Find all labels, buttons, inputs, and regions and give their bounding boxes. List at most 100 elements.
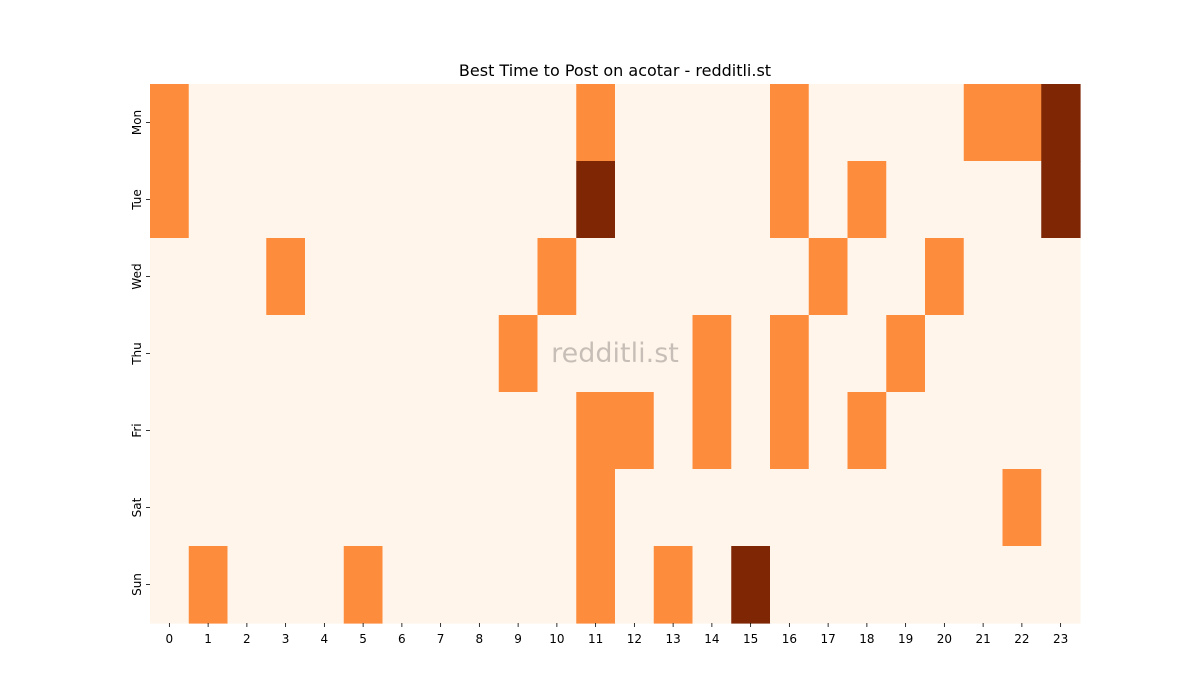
x-tick-label: 21 (975, 632, 990, 646)
heatmap-cell-wed-14 (692, 238, 732, 316)
heatmap-cell-mon-10 (537, 84, 577, 162)
x-tick-label: 6 (398, 632, 406, 646)
heatmap-cell-fri-7 (421, 392, 461, 470)
heatmap-cell-sat-23 (1041, 469, 1081, 547)
heatmap-cell-wed-6 (382, 238, 422, 316)
watermark-text: redditli.st (551, 338, 679, 369)
x-tick-label: 12 (627, 632, 642, 646)
heatmap-cell-thu-20 (925, 315, 965, 393)
heatmap-cell-mon-1 (188, 84, 229, 162)
heatmap-cell-mon-14 (692, 84, 732, 162)
x-tick-label: 10 (549, 632, 564, 646)
heatmap-cell-thu-11 (576, 315, 616, 393)
heatmap-cell-mon-12 (615, 84, 655, 162)
heatmap-cell-tue-4 (305, 161, 345, 239)
heatmap-cell-thu-18 (847, 315, 887, 393)
heatmap-cell-fri-22 (1002, 392, 1042, 470)
heatmap-cell-mon-20 (925, 84, 965, 162)
heatmap-cell-thu-23 (1041, 315, 1081, 393)
heatmap-cell-fri-9 (498, 392, 539, 470)
heatmap-cell-wed-3 (266, 238, 306, 316)
heatmap-cell-tue-14 (692, 161, 732, 239)
heatmap-cell-sun-13 (653, 546, 694, 624)
heatmap-cell-mon-23 (1041, 84, 1081, 162)
x-tick-label: 15 (743, 632, 758, 646)
heatmap-cell-mon-3 (266, 84, 306, 162)
heatmap-cell-thu-10 (537, 315, 577, 393)
heatmap-cell-thu-13 (653, 315, 694, 393)
heatmap-cell-mon-4 (305, 84, 345, 162)
heatmap-cell-sun-7 (421, 546, 461, 624)
heatmap-cell-mon-15 (731, 84, 771, 162)
x-tick-label: 4 (321, 632, 329, 646)
heatmap-cell-mon-8 (460, 84, 500, 162)
heatmap-cell-sat-9 (498, 469, 539, 547)
heatmap-cell-wed-19 (886, 238, 926, 316)
heatmap-cell-sat-4 (305, 469, 345, 547)
heatmap-cell-thu-7 (421, 315, 461, 393)
heatmap-cell-mon-22 (1002, 84, 1042, 162)
heatmap-cell-wed-2 (227, 238, 267, 316)
heatmap-cell-sat-13 (653, 469, 694, 547)
y-tick-label: Thu (130, 342, 144, 366)
heatmap-cell-mon-18 (847, 84, 887, 162)
heatmap-cell-tue-2 (227, 161, 267, 239)
heatmap-cell-sun-23 (1041, 546, 1081, 624)
heatmap-cell-wed-15 (731, 238, 771, 316)
heatmap-cell-wed-7 (421, 238, 461, 316)
heatmap-cell-sat-10 (537, 469, 577, 547)
heatmap-cell-sat-18 (847, 469, 887, 547)
heatmap-cell-wed-0 (150, 238, 190, 316)
heatmap-cell-mon-16 (770, 84, 810, 162)
heatmap-cell-fri-4 (305, 392, 345, 470)
heatmap-cell-tue-17 (808, 161, 849, 239)
heatmap-cell-fri-2 (227, 392, 267, 470)
heatmap-cell-fri-0 (150, 392, 190, 470)
heatmap-cell-mon-5 (343, 84, 384, 162)
y-tick-label: Fri (130, 423, 144, 437)
heatmap-cell-wed-10 (537, 238, 577, 316)
heatmap-cell-wed-5 (343, 238, 384, 316)
heatmap-cell-fri-3 (266, 392, 306, 470)
heatmap-cell-sat-3 (266, 469, 306, 547)
x-tick-label: 3 (282, 632, 290, 646)
heatmap-cell-sun-4 (305, 546, 345, 624)
heatmap-cell-fri-15 (731, 392, 771, 470)
heatmap-cell-thu-5 (343, 315, 384, 393)
x-tick-label: 1 (204, 632, 212, 646)
heatmap-cell-sun-0 (150, 546, 190, 624)
heatmap-cell-wed-1 (188, 238, 229, 316)
heatmap-cell-fri-6 (382, 392, 422, 470)
heatmap-cell-sun-2 (227, 546, 267, 624)
heatmap-cell-sun-8 (460, 546, 500, 624)
heatmap-cell-sat-16 (770, 469, 810, 547)
heatmap-cell-tue-19 (886, 161, 926, 239)
heatmap-cell-wed-17 (808, 238, 849, 316)
x-tick-label: 0 (166, 632, 174, 646)
heatmap-cell-sun-6 (382, 546, 422, 624)
heatmap-cell-thu-14 (692, 315, 732, 393)
heatmap-cell-sat-14 (692, 469, 732, 547)
x-tick-label: 7 (437, 632, 445, 646)
heatmap-cell-mon-13 (653, 84, 694, 162)
heatmap-cell-wed-23 (1041, 238, 1081, 316)
heatmap-cell-sat-1 (188, 469, 229, 547)
y-tick-label: Mon (130, 110, 144, 135)
heatmap-cell-sun-12 (615, 546, 655, 624)
heatmap-cell-sat-5 (343, 469, 384, 547)
x-tick-label: 19 (898, 632, 913, 646)
heatmap-cell-sat-7 (421, 469, 461, 547)
heatmap-cell-fri-18 (847, 392, 887, 470)
heatmap-cell-thu-19 (886, 315, 926, 393)
y-tick-label: Wed (130, 263, 144, 289)
heatmap-cell-thu-15 (731, 315, 771, 393)
heatmap-cell-fri-1 (188, 392, 229, 470)
x-tick-label: 17 (820, 632, 835, 646)
x-tick-label: 11 (588, 632, 603, 646)
heatmap-cell-tue-10 (537, 161, 577, 239)
heatmap-cell-thu-21 (963, 315, 1004, 393)
heatmap-cell-sat-6 (382, 469, 422, 547)
heatmap-cell-fri-17 (808, 392, 849, 470)
heatmap-cell-tue-18 (847, 161, 887, 239)
heatmap-cells (150, 84, 1081, 624)
